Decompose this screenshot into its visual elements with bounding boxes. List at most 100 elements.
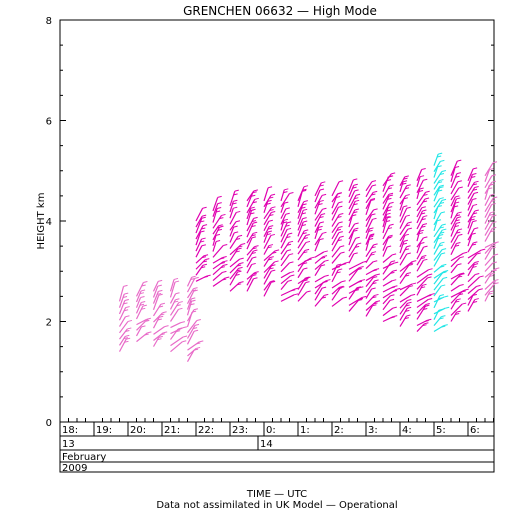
wind-barb xyxy=(229,201,234,213)
wind-barb-feather xyxy=(412,260,417,263)
wind-barb-feather xyxy=(322,231,327,234)
x-tick-label: 5: xyxy=(436,425,446,436)
wind-profile xyxy=(433,152,450,333)
wind-barb xyxy=(297,282,307,296)
wind-barb xyxy=(382,176,389,192)
wind-barb-feather xyxy=(271,269,276,272)
wind-barb-feather xyxy=(270,193,276,196)
wind-barb-feather xyxy=(405,309,410,312)
wind-barb xyxy=(186,278,196,293)
wind-barb-feather xyxy=(340,251,345,254)
wind-barb xyxy=(399,215,407,229)
wind-barb-feather xyxy=(270,233,276,236)
wind-barb-feather xyxy=(370,199,375,202)
wind-barb xyxy=(229,236,239,249)
wind-barb-feather xyxy=(202,214,207,217)
wind-barb-feather xyxy=(310,256,315,259)
wind-barb xyxy=(169,299,176,310)
wind-barb-feather xyxy=(408,263,413,266)
wind-barb-feather xyxy=(386,212,391,215)
wind-barb xyxy=(280,193,290,208)
wind-barb xyxy=(152,337,160,347)
wind-barb-feather xyxy=(294,287,299,290)
wind-barb xyxy=(382,217,388,234)
wind-barb-feather xyxy=(251,236,257,239)
wind-barb-feather xyxy=(454,166,460,168)
wind-barb-feather xyxy=(215,240,221,242)
wind-barb xyxy=(314,208,323,221)
wind-barb-feather xyxy=(421,206,426,209)
wind-barb xyxy=(263,231,269,243)
wind-barb-feather xyxy=(439,184,444,187)
wind-barb xyxy=(195,238,203,252)
wind-barb-feather xyxy=(301,224,307,227)
wind-barb xyxy=(433,316,442,327)
wind-barb-feather xyxy=(491,246,496,249)
wind-barb-feather xyxy=(373,243,378,246)
wind-barb xyxy=(229,212,237,225)
wind-barb-feather xyxy=(338,201,343,204)
wind-barb-feather xyxy=(421,168,426,170)
wind-barb-feather xyxy=(440,159,445,162)
wind-barb xyxy=(246,237,253,250)
wind-barb-feather xyxy=(385,216,390,218)
wind-barb-feather xyxy=(489,213,494,216)
wind-barb xyxy=(331,181,340,197)
wind-barb xyxy=(416,191,427,206)
wind-barb-feather xyxy=(267,230,273,233)
wind-barb xyxy=(246,232,254,244)
wind-barb-feather xyxy=(339,235,344,238)
wind-barb xyxy=(212,271,223,281)
wind-barb xyxy=(212,203,219,217)
wind-barb xyxy=(416,180,424,194)
wind-profile xyxy=(195,206,211,282)
wind-barb-feather xyxy=(217,195,222,198)
wind-barb-feather xyxy=(439,226,444,229)
wind-barb-feather xyxy=(252,256,257,259)
wind-barb-feather xyxy=(125,329,130,332)
wind-barb xyxy=(365,295,375,305)
wind-barb xyxy=(382,246,388,257)
wind-barb-feather xyxy=(157,318,162,321)
wind-profile xyxy=(416,168,435,332)
wind-barb-feather xyxy=(472,220,477,223)
wind-barb-feather xyxy=(370,197,376,200)
wind-barb-feather xyxy=(371,246,376,249)
date-14: 14 xyxy=(260,439,273,450)
wind-barb xyxy=(348,253,355,264)
wind-barb xyxy=(263,281,271,291)
wind-barb xyxy=(280,208,287,219)
wind-barb xyxy=(118,336,126,346)
wind-barb xyxy=(331,246,341,258)
wind-barb-feather xyxy=(217,207,222,209)
wind-barb xyxy=(450,299,458,310)
wind-barb xyxy=(450,291,463,304)
wind-barb-feather xyxy=(274,249,280,252)
wind-barb-feather xyxy=(411,282,417,285)
wind-barb xyxy=(484,169,491,182)
wind-barb-feather xyxy=(253,249,258,252)
wind-barb-feather xyxy=(495,267,500,270)
wind-barb-feather xyxy=(271,206,276,209)
wind-barb-feather xyxy=(323,280,328,283)
wind-barb-feather xyxy=(235,220,241,223)
wind-barb xyxy=(433,296,445,303)
wind-barb xyxy=(263,270,272,285)
wind-barb-feather xyxy=(253,231,258,234)
wind-barb-feather xyxy=(372,296,377,299)
wind-barb-feather xyxy=(368,237,374,240)
wind-barb xyxy=(399,228,409,242)
wind-barb-feather xyxy=(454,225,459,228)
wind-barb-feather xyxy=(461,290,466,293)
wind-barb-feather xyxy=(235,250,240,253)
y-tick-label: 6 xyxy=(46,117,52,128)
wind-barb-feather xyxy=(422,200,428,203)
wind-barb-feather xyxy=(173,277,179,280)
wind-barb-feather xyxy=(493,196,498,199)
wind-barb-feather xyxy=(403,239,408,242)
wind-barb xyxy=(186,290,195,304)
wind-barb-feather xyxy=(194,276,199,279)
wind-barb-feather xyxy=(321,181,326,184)
wind-barb-feather xyxy=(286,243,292,246)
wind-barb xyxy=(467,174,473,187)
